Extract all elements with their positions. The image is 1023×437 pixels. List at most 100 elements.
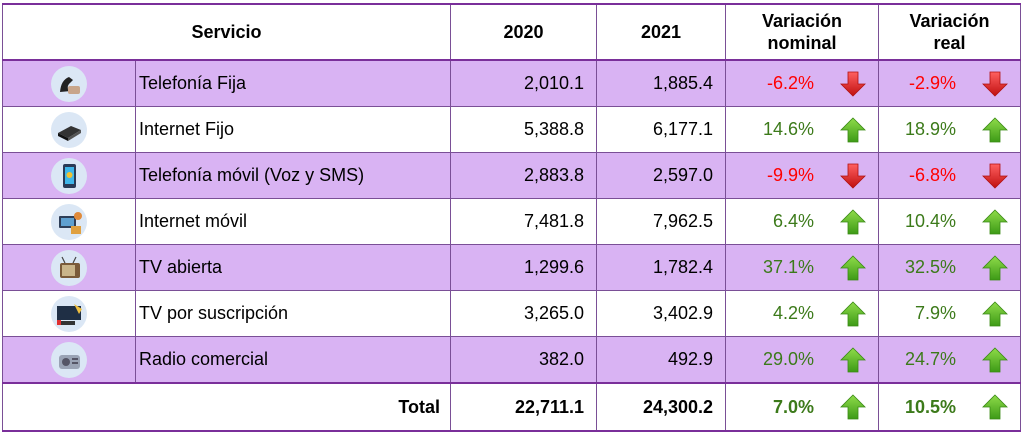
variacion-real-value: 18.9% [904, 119, 957, 139]
arrow-up-icon [840, 394, 866, 420]
variacion-nominal-value: 4.2% [772, 303, 815, 323]
value-2020: 2,883.8 [450, 152, 598, 199]
variacion-nominal-value: 6.4% [772, 211, 815, 231]
value-2020: 3,265.0 [450, 290, 598, 337]
variacion-nominal-cell: -9.9% [725, 152, 880, 199]
arrow-up-icon [840, 346, 866, 372]
variacion-nominal-cell: 29.0% [725, 336, 880, 384]
total-row: Total 22,711.1 24,300.2 7.0% 10.5% [1, 382, 1022, 432]
variacion-real-value: 24.7% [904, 349, 957, 369]
header-row: Servicio 2020 2021 Variación nominal Var… [1, 3, 1022, 61]
header-variacion-real-label: Variación real [909, 11, 990, 53]
variacion-nominal-cell: 14.6% [725, 106, 880, 153]
arrow-up-icon [840, 208, 866, 234]
row-icon-cell [2, 106, 136, 153]
variacion-real-value: -6.8% [908, 165, 957, 185]
variacion-real-value: 10.4% [904, 211, 957, 231]
service-name: TV abierta [134, 244, 452, 291]
service-name: Internet móvil [134, 198, 452, 245]
total-variacion-nominal: 7.0% [772, 396, 815, 417]
row-icon-cell [2, 198, 136, 245]
value-2021: 3,402.9 [596, 290, 727, 337]
row-icon-cell [2, 336, 136, 384]
value-2021: 492.9 [596, 336, 727, 384]
row-icon-cell [2, 152, 136, 199]
variacion-nominal-value: 14.6% [762, 119, 815, 139]
variacion-nominal-cell: 6.4% [725, 198, 880, 245]
service-name: Telefonía móvil (Voz y SMS) [134, 152, 452, 199]
service-name: Radio comercial [134, 336, 452, 384]
header-variacion-nominal: Variación nominal [725, 3, 880, 61]
value-2020: 1,299.6 [450, 244, 598, 291]
modem-router-icon [51, 111, 87, 148]
total-variacion-real: 10.5% [904, 396, 957, 417]
services-table-container: Servicio 2020 2021 Variación nominal Var… [1, 3, 1022, 433]
value-2021: 7,962.5 [596, 198, 727, 245]
variacion-real-cell: 7.9% [878, 290, 1022, 337]
pay-tv-icon [51, 295, 87, 332]
total-2020: 22,711.1 [450, 382, 598, 432]
arrow-down-icon [840, 163, 866, 189]
variacion-nominal-value: 29.0% [762, 349, 815, 369]
header-2021: 2021 [596, 3, 727, 61]
header-servicio: Servicio [1, 3, 452, 61]
value-2020: 7,481.8 [450, 198, 598, 245]
arrow-up-icon [840, 116, 866, 142]
table-row: Radio comercial 382.0 492.9 29.0% 24.7% [2, 336, 1022, 384]
header-variacion-real: Variación real [878, 3, 1022, 61]
row-icon-cell [2, 59, 136, 107]
arrow-up-icon [982, 394, 1008, 420]
variacion-real-cell: 24.7% [878, 336, 1022, 384]
arrow-up-icon [982, 116, 1008, 142]
service-name: TV por suscripción [134, 290, 452, 337]
variacion-nominal-value: -6.2% [766, 73, 815, 93]
variacion-real-cell: -2.9% [878, 59, 1022, 107]
value-2021: 6,177.1 [596, 106, 727, 153]
arrow-up-icon [982, 346, 1008, 372]
row-icon-cell [2, 290, 136, 337]
radio-icon [51, 341, 87, 378]
variacion-nominal-cell: 4.2% [725, 290, 880, 337]
value-2021: 1,885.4 [596, 59, 727, 107]
services-variation-table: Servicio 2020 2021 Variación nominal Var… [1, 3, 1022, 432]
retro-tv-icon [51, 249, 87, 286]
table-row: Internet Fijo 5,388.8 6,177.1 14.6% 18.9% [2, 106, 1022, 153]
variacion-real-cell: 18.9% [878, 106, 1022, 153]
table-row: Telefonía Fija 2,010.1 1,885.4 -6.2% -2.9% [2, 59, 1022, 107]
table-row: Telefonía móvil (Voz y SMS) 2,883.8 2,597.… [2, 152, 1022, 199]
arrow-up-icon [982, 254, 1008, 280]
tablet-user-icon [51, 203, 87, 240]
table-body: Telefonía Fija 2,010.1 1,885.4 -6.2% -2.9% In… [1, 59, 1022, 432]
variacion-real-value: 7.9% [914, 303, 957, 323]
table-row: TV abierta 1,299.6 1,782.4 37.1% 32.5% [2, 244, 1022, 291]
variacion-nominal-cell: 37.1% [725, 244, 880, 291]
variacion-nominal-cell: -6.2% [725, 59, 880, 107]
variacion-nominal-value: 37.1% [762, 257, 815, 277]
variacion-real-value: 32.5% [904, 257, 957, 277]
arrow-up-icon [840, 300, 866, 326]
arrow-down-icon [982, 163, 1008, 189]
value-2021: 2,597.0 [596, 152, 727, 199]
arrow-up-icon [840, 254, 866, 280]
value-2021: 1,782.4 [596, 244, 727, 291]
value-2020: 382.0 [450, 336, 598, 384]
row-icon-cell [2, 244, 136, 291]
header-2020: 2020 [450, 3, 598, 61]
arrow-up-icon [982, 208, 1008, 234]
arrow-down-icon [982, 71, 1008, 97]
value-2020: 2,010.1 [450, 59, 598, 107]
table-row: Internet móvil 7,481.8 7,962.5 6.4% 10.4% [2, 198, 1022, 245]
variacion-real-cell: 32.5% [878, 244, 1022, 291]
header-variacion-nominal-label: Variación nominal [761, 11, 843, 53]
service-name: Internet Fijo [134, 106, 452, 153]
value-2020: 5,388.8 [450, 106, 598, 153]
variacion-real-cell: -6.8% [878, 152, 1022, 199]
total-variacion-nominal-cell: 7.0% [725, 382, 880, 432]
variacion-real-value: -2.9% [908, 73, 957, 93]
service-name: Telefonía Fija [134, 59, 452, 107]
total-variacion-real-cell: 10.5% [878, 382, 1022, 432]
landline-phone-icon [51, 65, 87, 102]
variacion-nominal-value: -9.9% [766, 165, 815, 185]
arrow-up-icon [982, 300, 1008, 326]
table-row: TV por suscripción 3,265.0 3,402.9 4.2% 7.9% [2, 290, 1022, 337]
